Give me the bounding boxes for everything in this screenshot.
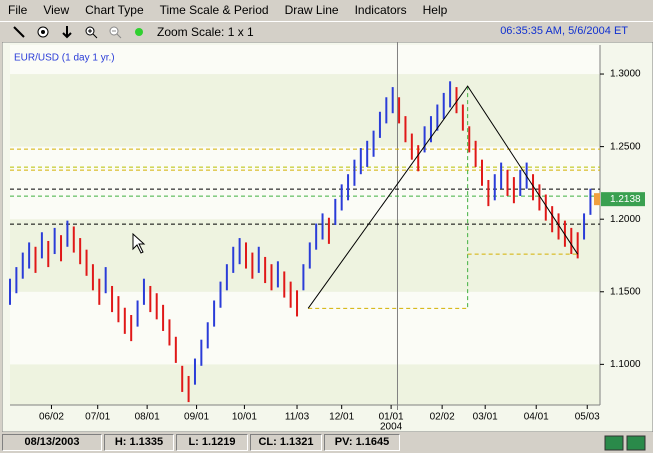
x-tick-label: 01/01 [379, 412, 404, 423]
zoom-scale: Zoom Scale: 1 x 1 [157, 25, 254, 39]
background-band [10, 219, 600, 292]
menu-item[interactable]: Time Scale & Period [159, 3, 269, 17]
x-tick-label: 11/03 [285, 412, 310, 423]
down-button[interactable] [60, 25, 74, 39]
menu-bar: File View Chart Type Time Scale & Period… [0, 0, 653, 20]
background-band [10, 146, 600, 220]
x-tick-label: 07/01 [85, 412, 110, 423]
menu-item[interactable]: Help [422, 3, 448, 17]
zoom-out-button[interactable] [108, 25, 122, 39]
zoom-in-button[interactable] [84, 25, 98, 39]
menu-item[interactable]: Chart Type [85, 3, 144, 17]
last-price-box [601, 192, 645, 207]
status-bar: 08/13/2003 H: 1.1335 L: 1.1219 CL: 1.132… [0, 432, 653, 453]
chart-title: EUR/USD (1 day 1 yr.) [14, 53, 115, 64]
trendline [307, 85, 579, 309]
background-band [10, 291, 600, 365]
status-pv: PV: 1.1645 [324, 434, 400, 451]
menu-item[interactable]: Draw Line [284, 3, 339, 17]
status-close: CL: 1.1321 [250, 434, 322, 451]
x-tick-label: 03/01 [473, 412, 498, 423]
x-tick-label: 04/01 [524, 412, 549, 423]
select-button[interactable] [36, 25, 50, 39]
status-low: L: 1.1219 [176, 434, 248, 451]
last-price-marker [594, 193, 600, 206]
draw-line-button[interactable] [12, 25, 26, 39]
toolbar: Zoom Scale: 1 x 1 06:35:35 AM, 5/6/2004 … [0, 21, 653, 43]
x-tick-label: 06/02 [39, 412, 64, 423]
status-date: 08/13/2003 [2, 434, 102, 451]
y-tick-label: 1.2500 [610, 141, 641, 152]
x-tick-label: 05/03 [575, 412, 600, 423]
y-tick-label: 1.1500 [610, 286, 641, 297]
x-tick-label: 10/01 [232, 412, 257, 423]
menu-item[interactable]: View [43, 3, 70, 17]
x-tick-label: 02/02 [430, 412, 455, 423]
background-band [10, 364, 600, 405]
last-price-label: 1.2138 [610, 194, 641, 205]
menu-item[interactable]: File [8, 3, 28, 17]
year-label: 2004 [380, 422, 403, 432]
background-band [10, 74, 600, 147]
status-high: H: 1.1335 [104, 434, 174, 451]
menu-item[interactable]: Indicators [354, 3, 407, 17]
background-band [10, 45, 600, 75]
y-tick-label: 1.2000 [610, 214, 641, 225]
y-tick-label: 1.1000 [610, 359, 641, 370]
x-tick-label: 09/01 [184, 412, 209, 423]
x-tick-label: 12/01 [329, 412, 354, 423]
status-light [135, 28, 143, 36]
y-tick-label: 1.3000 [610, 69, 641, 80]
x-tick-label: 08/01 [135, 412, 160, 423]
chart: EUR/USD (1 day 1 yr.) 1.1000 1.1500 1.2000… [2, 42, 653, 432]
mouse-cursor [132, 232, 146, 254]
datetime: 06:35:35 AM, 5/6/2004 ET [500, 25, 628, 37]
window-buttons[interactable] [604, 435, 648, 451]
